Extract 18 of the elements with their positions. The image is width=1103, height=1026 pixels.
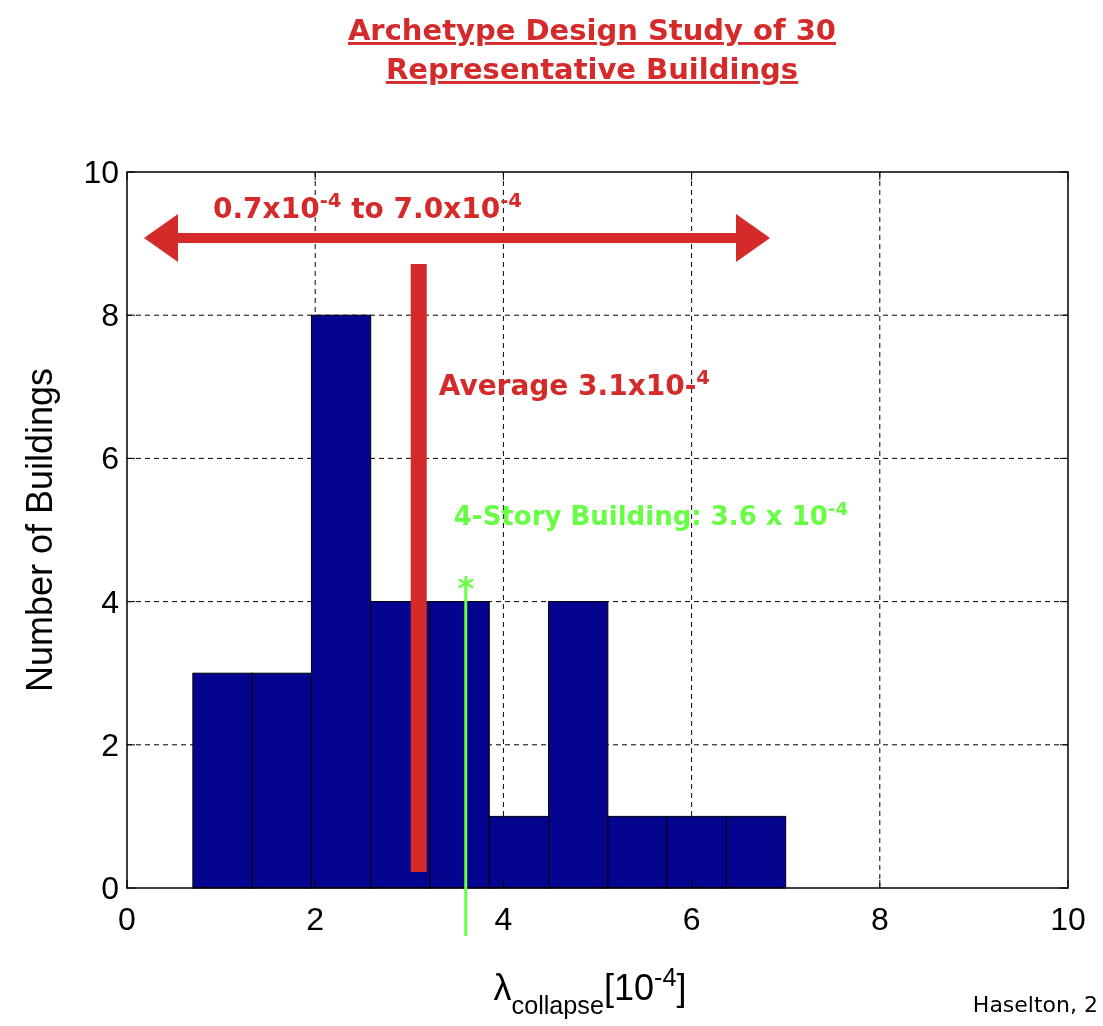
chart-title: Archetype Design Study of 30 Representative Buildings: [347, 13, 837, 86]
y-tick-label: 8: [101, 297, 119, 334]
x-tick-label: 10: [1050, 901, 1086, 937]
x-tick-label: 6: [682, 901, 701, 937]
ref-line-label: Average 3.1x10-$^{4}$: [438, 365, 711, 402]
x-tick-label: 2: [306, 901, 325, 937]
y-tick-label: 6: [101, 440, 119, 477]
ref-line-label: 4-Story Building: 3.6 x 10$^{-4}$: [453, 497, 849, 532]
x-tick-label: 4: [494, 901, 513, 937]
y-tick-label: 10: [83, 154, 119, 190]
x-tick-label: 8: [870, 901, 889, 937]
x-axis-title: λ$_{collapse}$[10$^{-4}$]: [493, 963, 687, 1019]
y-axis-title: Number of Buildings: [19, 367, 60, 693]
text: Haselton, 2: [972, 992, 1098, 1017]
y-tick-label: 2: [101, 726, 119, 763]
y-tick-label: 4: [101, 583, 119, 620]
y-tick-label: 0: [101, 870, 119, 906]
annotation: 0.7x10$^{-4}$ to 7.0x10$^{-4}$: [213, 188, 522, 225]
